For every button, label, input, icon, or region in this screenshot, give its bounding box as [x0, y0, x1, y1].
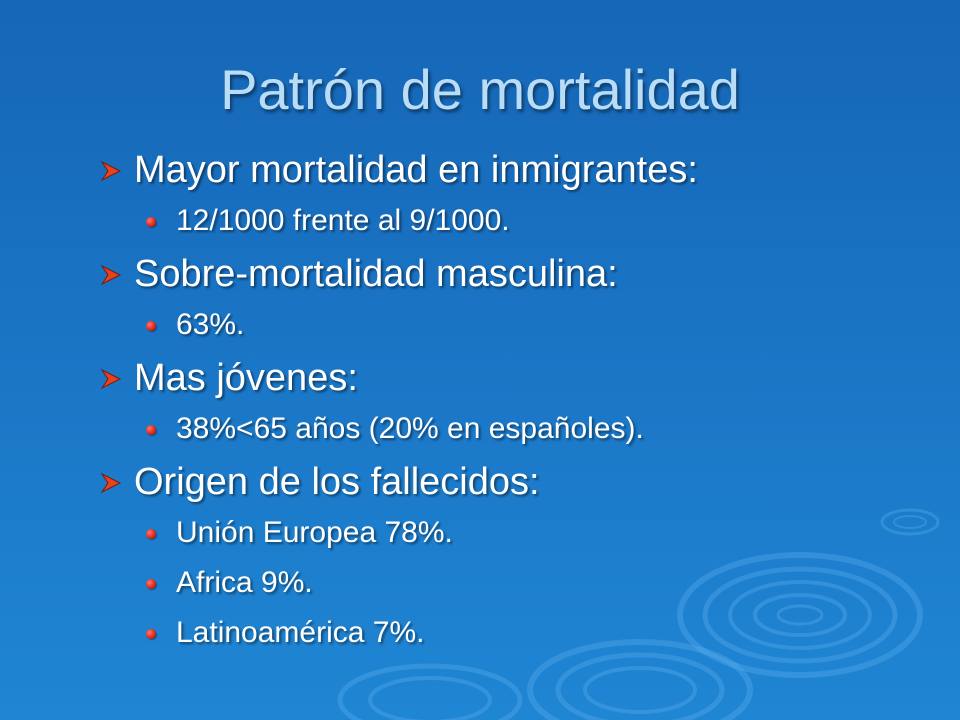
- sub-bullet-item: 12/1000 frente al 9/1000.: [96, 196, 936, 246]
- bullet-item: Origen de los fallecidos:: [96, 456, 936, 508]
- bullet-item: Mayor mortalidad en inmigrantes:: [96, 144, 936, 196]
- sub-bullet-item: Africa 9%.: [96, 558, 936, 608]
- sub-bullet-text: 12/1000 frente al 9/1000.: [176, 204, 510, 237]
- bullet-item: Mas jóvenes:: [96, 352, 936, 404]
- dot-bullet-icon: [146, 579, 156, 589]
- dot-bullet-icon: [146, 425, 156, 435]
- sub-bullet-text: Unión Europea 78%.: [176, 516, 453, 549]
- sub-bullet-item: Latinoamérica 7%.: [96, 608, 936, 658]
- sub-bullet-item: Unión Europea 78%.: [96, 508, 936, 558]
- bullet-text: Mayor mortalidad en inmigrantes:: [134, 149, 698, 191]
- slide-title: Patrón de mortalidad: [220, 58, 740, 121]
- dot-bullet-icon: [146, 321, 156, 331]
- sub-bullet-text: Latinoamérica 7%.: [176, 616, 425, 649]
- bullet-text: Sobre-mortalidad masculina:: [134, 253, 618, 295]
- dot-bullet-icon: [146, 629, 156, 639]
- bullet-text: Origen de los fallecidos:: [134, 461, 540, 503]
- sub-bullet-item: 63%.: [96, 300, 936, 350]
- bullet-text: Mas jóvenes:: [134, 357, 358, 399]
- dot-bullet-icon: [146, 217, 156, 227]
- dot-bullet-icon: [146, 529, 156, 539]
- sub-bullet-item: 38%<65 años (20% en españoles).: [96, 404, 936, 454]
- sub-bullet-text: 63%.: [176, 308, 245, 341]
- arrow-bullet-icon: [100, 264, 122, 286]
- arrow-bullet-icon: [100, 160, 122, 182]
- sub-bullet-text: Africa 9%.: [176, 566, 313, 599]
- bullet-item: Sobre-mortalidad masculina:: [96, 248, 936, 300]
- arrow-bullet-icon: [100, 368, 122, 390]
- bullet-list: Mayor mortalidad en inmigrantes: 12/1000…: [96, 142, 936, 658]
- arrow-bullet-icon: [100, 472, 122, 494]
- sub-bullet-text: 38%<65 años (20% en españoles).: [176, 412, 644, 445]
